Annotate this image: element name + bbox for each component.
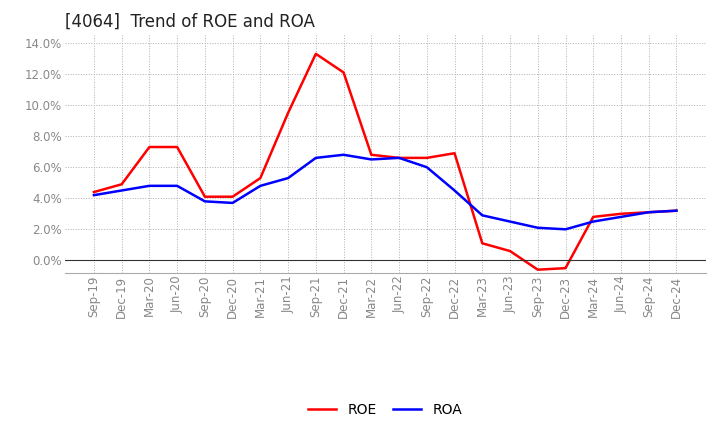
ROE xyxy=(201,194,210,199)
ROE xyxy=(423,155,431,161)
ROE xyxy=(117,182,126,187)
ROA xyxy=(616,214,625,220)
ROA xyxy=(312,155,320,161)
ROA xyxy=(534,225,542,231)
ROE xyxy=(450,150,459,156)
ROE xyxy=(256,176,265,181)
ROA xyxy=(201,199,210,204)
ROE xyxy=(339,70,348,75)
ROE xyxy=(228,194,237,199)
ROE xyxy=(505,249,514,254)
Text: [4064]  Trend of ROE and ROA: [4064] Trend of ROE and ROA xyxy=(65,13,315,31)
ROE xyxy=(644,209,653,215)
Legend: ROE, ROA: ROE, ROA xyxy=(308,403,462,417)
ROA xyxy=(284,176,292,181)
ROE xyxy=(616,211,625,216)
ROA xyxy=(672,208,681,213)
Line: ROE: ROE xyxy=(94,54,677,270)
ROA xyxy=(589,219,598,224)
ROE xyxy=(312,51,320,56)
ROA xyxy=(228,200,237,205)
ROE xyxy=(589,214,598,220)
ROA xyxy=(367,157,376,162)
ROA xyxy=(173,183,181,188)
ROE xyxy=(672,208,681,213)
ROE xyxy=(478,241,487,246)
ROA xyxy=(339,152,348,158)
ROA xyxy=(256,183,265,188)
ROA xyxy=(117,188,126,193)
ROA xyxy=(145,183,154,188)
ROE xyxy=(284,110,292,115)
ROA xyxy=(395,155,403,161)
ROE xyxy=(395,155,403,161)
Line: ROA: ROA xyxy=(94,155,677,229)
ROE xyxy=(534,267,542,272)
ROA xyxy=(423,165,431,170)
ROE xyxy=(561,265,570,271)
ROE xyxy=(145,144,154,150)
ROA xyxy=(561,227,570,232)
ROE xyxy=(89,189,98,194)
ROA xyxy=(505,219,514,224)
ROA xyxy=(450,188,459,193)
ROE xyxy=(367,152,376,158)
ROA xyxy=(644,209,653,215)
ROA xyxy=(478,213,487,218)
ROA xyxy=(89,193,98,198)
ROE xyxy=(173,144,181,150)
